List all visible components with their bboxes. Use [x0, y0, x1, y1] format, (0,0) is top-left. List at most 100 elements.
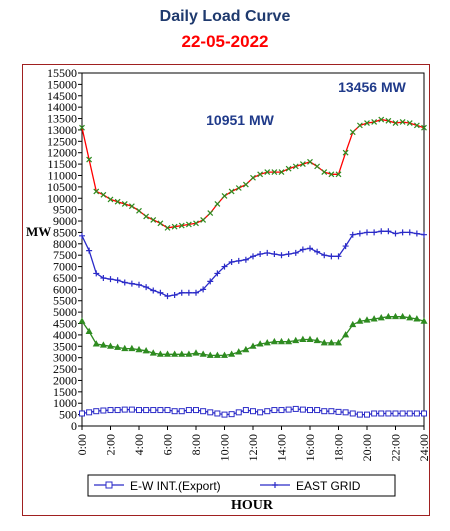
- series-point-2: [377, 314, 385, 321]
- series-point-1: [214, 270, 221, 277]
- series-point-0: [150, 216, 157, 223]
- legend-ew-marker: [105, 481, 113, 489]
- legend: E-W INT.(Export) EAST GRID: [87, 474, 396, 497]
- series-point-3: [399, 410, 406, 417]
- series-point-0: [321, 169, 328, 175]
- series-point-3: [100, 407, 107, 414]
- series-point-0: [107, 196, 114, 203]
- y-tick-label: 1000: [53, 396, 77, 410]
- series-point-3: [328, 408, 335, 415]
- x-tick-label: 20:00: [360, 434, 374, 461]
- series-point-2: [334, 339, 343, 346]
- series-point-2: [142, 347, 150, 354]
- series-point-3: [143, 407, 150, 414]
- y-tick-label: 2000: [53, 373, 77, 387]
- series-point-0: [235, 185, 242, 191]
- series-point-1: [193, 289, 199, 296]
- series-layer: [78, 116, 428, 418]
- series-point-3: [250, 408, 256, 415]
- series-point-1: [100, 274, 107, 281]
- series-point-0: [121, 201, 128, 207]
- series-point-1: [171, 292, 178, 299]
- legend-ew-label: E-W INT.(Export): [130, 479, 221, 493]
- series-point-1: [413, 230, 420, 237]
- series-point-0: [164, 224, 171, 231]
- series-point-0: [171, 223, 178, 230]
- series-point-1: [136, 281, 142, 288]
- y-tick-label: 15500: [47, 66, 77, 80]
- series-point-3: [385, 410, 392, 417]
- y-tick-label: 3000: [53, 351, 77, 365]
- series-point-0: [385, 117, 392, 124]
- plot-border: [81, 72, 425, 427]
- series-point-1: [371, 229, 378, 236]
- chart-frame: [22, 64, 430, 516]
- series-point-1: [207, 278, 214, 285]
- series-point-1: [378, 228, 385, 235]
- series-point-2: [128, 344, 136, 352]
- series-point-2: [363, 316, 371, 323]
- series-point-2: [370, 315, 378, 322]
- series-point-2: [406, 314, 414, 321]
- x-tick-label: 10:00: [218, 434, 232, 461]
- series-point-2: [85, 327, 93, 334]
- y-tick-label: 11000: [47, 168, 77, 182]
- series-point-1: [292, 249, 299, 256]
- series-point-2: [78, 317, 86, 324]
- series-point-2: [349, 320, 357, 328]
- series-point-1: [150, 287, 157, 294]
- series-point-0: [178, 222, 185, 229]
- series-point-3: [371, 410, 378, 417]
- series-point-2: [320, 339, 328, 346]
- series-point-1: [143, 284, 150, 291]
- series-point-2: [420, 317, 428, 324]
- y-tick-label: 8000: [53, 237, 77, 251]
- y-tick-label: 5500: [53, 294, 77, 308]
- series-point-2: [235, 348, 243, 355]
- series-point-0: [364, 120, 370, 127]
- series-point-1: [328, 253, 335, 260]
- series-point-1: [164, 293, 171, 300]
- annotation-peak: 13456 MW: [338, 79, 406, 95]
- y-tick-label: 9000: [53, 214, 77, 228]
- series-point-0: [335, 171, 342, 178]
- y-tick-label: 2500: [53, 362, 77, 376]
- y-tick-label: 11500: [47, 157, 77, 171]
- series-point-2: [171, 350, 179, 357]
- series-point-3: [128, 406, 135, 413]
- series-point-3: [157, 407, 164, 414]
- series-point-0: [278, 169, 285, 175]
- legend-box: [87, 474, 396, 497]
- series-point-1: [264, 249, 271, 256]
- series-point-3: [257, 409, 264, 416]
- x-tick-label: 14:00: [275, 434, 289, 461]
- series-point-3: [285, 406, 292, 413]
- series-point-3: [278, 407, 285, 414]
- series-point-0: [93, 188, 100, 195]
- series-point-0: [86, 156, 93, 163]
- series-point-0: [292, 163, 299, 170]
- series-point-0: [299, 161, 306, 168]
- y-tick-label: 10500: [47, 180, 77, 194]
- series-point-3: [349, 410, 356, 417]
- y-tick-label: 3500: [53, 339, 77, 353]
- series-point-1: [321, 252, 328, 259]
- series-point-0: [257, 171, 264, 178]
- series-point-3: [228, 411, 235, 418]
- series-point-3: [178, 408, 185, 415]
- series-point-2: [356, 317, 364, 324]
- series-point-0: [413, 122, 420, 129]
- y-tick-label: 8500: [53, 225, 77, 239]
- series-point-1: [200, 286, 207, 293]
- x-tick-label: 0:00: [75, 434, 89, 455]
- x-tick-label: 18:00: [332, 434, 346, 461]
- series-point-2: [342, 331, 350, 338]
- x-tick-label: 16:00: [303, 434, 317, 461]
- series-point-3: [150, 407, 157, 414]
- series-point-1: [79, 232, 85, 239]
- series-point-1: [406, 229, 413, 236]
- series-point-3: [164, 407, 171, 414]
- series-point-1: [235, 257, 242, 264]
- series-point-2: [106, 342, 115, 349]
